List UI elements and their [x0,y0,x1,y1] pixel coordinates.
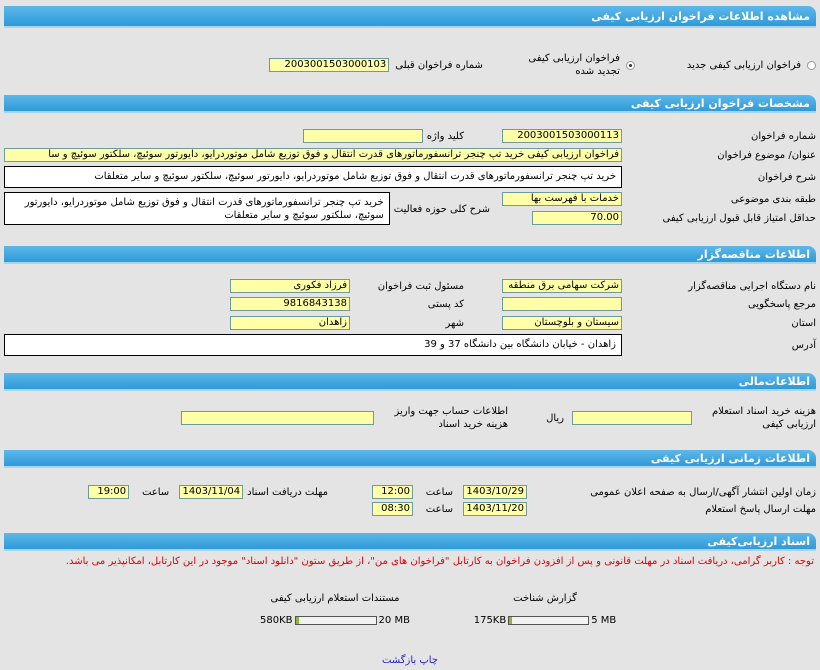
file-max-2: 20 MB [378,615,410,626]
category-label: طبقه بندی موضوعی [730,193,816,205]
receive-time-label: ساعت [141,486,170,498]
min-score-input[interactable]: 70.00 [532,211,622,225]
publish-time-label: ساعت [425,486,453,498]
file-size-2: 580KB [260,615,293,626]
fee-label: هزينه خريد اسناد استعلام ارزيابی کيفی [711,406,816,430]
currency-label: ريال [546,412,564,424]
file-max-1: 5 MB [591,615,617,626]
section-timing-header: اطلاعات زمانی ارزيابی کيفی [4,450,816,468]
city-input[interactable]: زاهدان [230,316,350,330]
subject-input[interactable]: فراخوان ارزيابی کيفی خريد تپ چنجر ترانسف… [4,148,622,162]
org-input[interactable]: شرکت سهامی برق منطقه [502,279,622,293]
reply-date-input[interactable]: 1403/11/20 [463,502,527,516]
description-box[interactable]: خريد تپ چنجر ترانسفورماتورهای قدرت انتقا… [4,166,622,188]
print-link[interactable]: چاپ [419,655,438,666]
description-label: شرح فراخوان [757,171,816,183]
address-box[interactable]: زاهدان - خيابان دانشگاه بين دانشگاه 37 و… [4,334,622,356]
file-progress-fill-2 [295,617,299,624]
province-label: استان [791,317,816,329]
activity-box[interactable]: خريد تپ چنجر ترانسفورماتورهای قدرت انتقا… [4,192,390,225]
radio-renewed-call-label: فراخوان ارزيابی کيفی تجديد شده [528,53,620,77]
previous-call-label: شماره فراخوان قبلی [395,59,483,71]
postal-input[interactable]: 9816843138 [230,297,350,311]
subject-label: عنوان/ موضوع فراخوان [717,149,816,161]
radio-new-call-label: فراخوان ارزيابی کيفی جديد [686,59,801,71]
page-title: مشاهده اطلاعات فراخوان ارزيابی کيفی [4,6,816,28]
section-organizer-header: اطلاعات مناقصه‌گزار [4,246,816,264]
file-size-1: 175KB [473,615,507,626]
reply-time-label: ساعت [425,503,453,515]
keyword-input[interactable] [302,129,423,143]
receive-time-input[interactable]: 19:00 [88,485,130,499]
address-label: آدرس [791,339,816,351]
registrar-label: مسئول ثبت فراخوان [377,280,464,292]
section-financial-header: اطلاعات‌مالی [4,373,816,391]
radio-new-call[interactable] [807,60,816,70]
keyword-label: کليد واژه [426,130,464,142]
previous-call-input[interactable]: 2003001503000103 [269,58,390,72]
receive-label: مهلت دريافت اسناد [247,486,328,498]
city-label: شهر [445,317,464,329]
download-note: توجه : کاربر گرامی، دريافت اسناد در مهلت… [65,556,814,567]
file-label-2: مستندات استعلام ارزيابی کيفی [270,593,400,604]
postal-label: کد پستی [427,298,464,310]
fee-input[interactable] [572,411,692,425]
receive-date-input[interactable]: 1403/11/04 [179,485,244,499]
section-spec-header: مشخصات فراخوان ارزيابی کيفی [4,95,816,113]
account-input[interactable] [181,411,375,425]
section-documents-header: اسناد ارزيابی‌کيفی [4,533,816,551]
file-label-1: گزارش شناخت [513,593,577,604]
call-number-input[interactable]: 2003001503000113 [502,129,622,143]
reply-time-input[interactable]: 08:30 [372,502,413,516]
back-link[interactable]: بازگشت [381,655,417,666]
file-progress-fill-1 [509,617,513,624]
min-score-label: حداقل امتياز قابل قبول ارزيابی کيفی [662,212,816,224]
category-input[interactable]: خدمات با فهرست بها [502,192,622,206]
province-input[interactable]: سيستان و بلوچستان [502,316,622,330]
org-label: نام دستگاه اجرايی مناقصه‌گزار [688,280,816,292]
publish-date-input[interactable]: 1403/10/29 [463,485,527,499]
file-progress-2 [294,616,377,625]
reply-label: مهلت ارسال پاسخ استعلام [705,503,816,515]
call-number-label: شماره فراخوان [751,130,816,142]
account-label: اطلاعات حساب جهت واريز هزينه خريد اسناد [394,406,509,430]
registrar-input[interactable]: فرزاد فکوری [230,279,350,293]
file-progress-1 [508,616,590,625]
publish-label: زمان اولين انتشار آگهی/ارسال به صفحه اعل… [590,486,816,498]
activity-label: شرح کلی حوزه فعاليت [393,203,490,215]
ref-label: مرجع پاسخگويی [747,298,816,310]
radio-renewed-call[interactable] [625,60,635,70]
publish-time-input[interactable]: 12:00 [372,485,413,499]
ref-input[interactable] [502,297,622,311]
